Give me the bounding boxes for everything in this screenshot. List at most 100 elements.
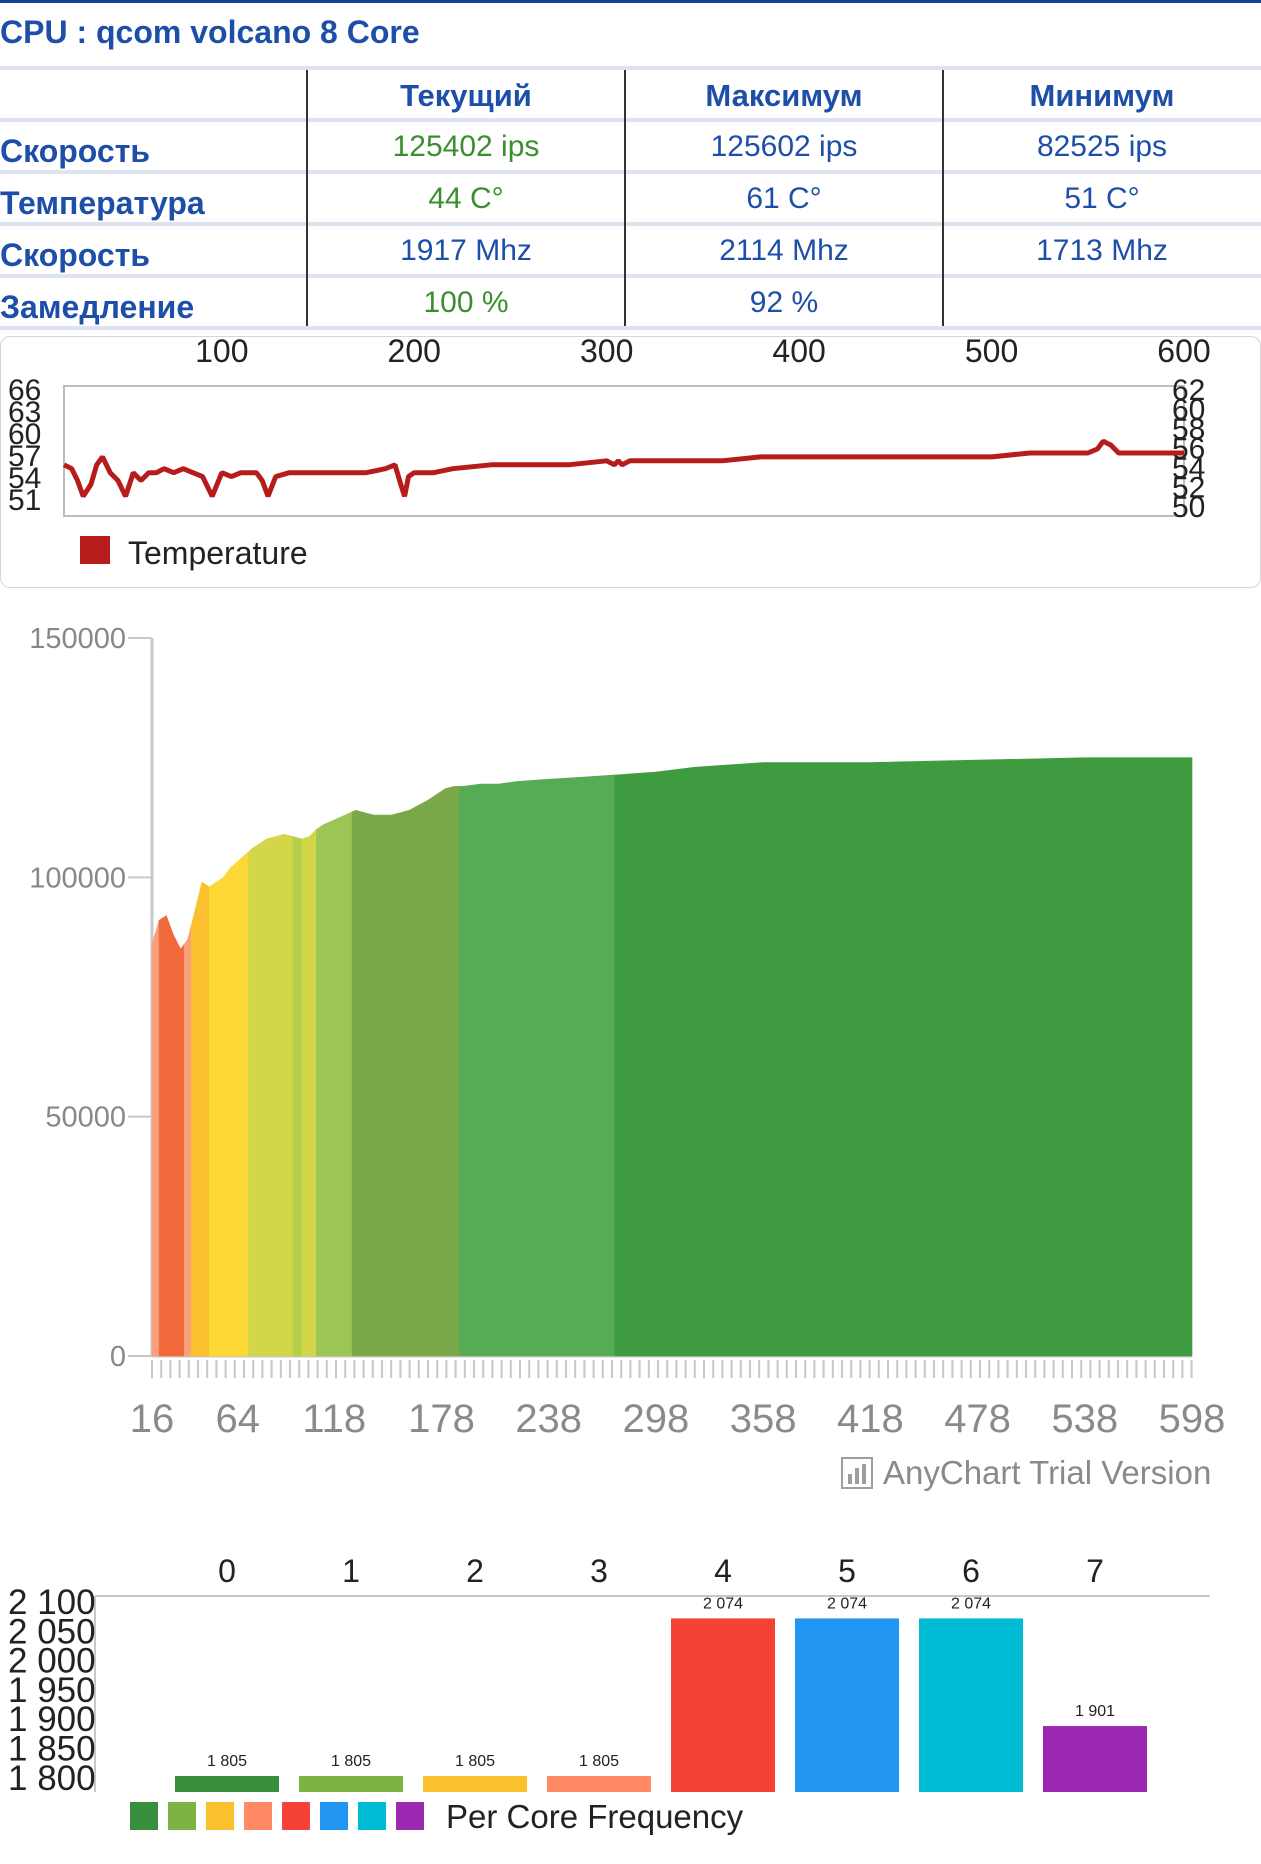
performance-y-tick-label: 150000 — [29, 623, 126, 655]
core-legend-swatch — [244, 1802, 272, 1830]
core-legend-swatch — [206, 1802, 234, 1830]
core-category-label: 1 — [342, 1553, 360, 1589]
performance-x-tick-label: 16 — [130, 1397, 175, 1441]
temperature-x-tick-label: 300 — [580, 336, 633, 369]
anychart-watermark: AnyChart Trial Version — [841, 1454, 1211, 1491]
core-frequency-bar — [795, 1618, 899, 1792]
performance-area-segment — [614, 757, 1193, 1357]
throttling-current: 100 % — [423, 286, 509, 319]
core-frequency-bar — [1043, 1726, 1147, 1792]
core-value-label: 2 074 — [951, 1595, 991, 1612]
core-value-label: 1 805 — [331, 1753, 371, 1770]
column-divider — [942, 70, 944, 326]
core-value-label: 1 805 — [579, 1753, 619, 1770]
speed-min: 82525 ips — [1036, 130, 1168, 163]
performance-x-tick-label: 118 — [302, 1397, 366, 1441]
temperature-max: 61 C° — [746, 182, 822, 215]
performance-area-segment — [183, 925, 192, 1357]
temperature-right-axis-tick: 50 — [1172, 491, 1205, 524]
performance-area-segment — [316, 811, 353, 1357]
performance-x-tick-label: 298 — [623, 1397, 690, 1441]
column-header-current: Текущий — [400, 78, 532, 113]
frequency-current: 1917 Mhz — [400, 234, 532, 267]
temperature-right-axis-tick: 56 — [1172, 433, 1205, 466]
core-value-label: 2 074 — [703, 1595, 743, 1612]
table-divider — [0, 274, 1261, 278]
column-header-min: Минимум — [1029, 78, 1175, 113]
performance-y-tick-label: 50000 — [45, 1102, 126, 1134]
core-legend-label: Per Core Frequency — [446, 1798, 744, 1835]
core-y-tick-label: 2 000 — [8, 1642, 96, 1681]
core-legend-swatch — [282, 1802, 310, 1830]
performance-x-tick-label: 418 — [837, 1397, 904, 1441]
core-category-label: 6 — [962, 1553, 980, 1589]
temperature-x-tick-label: 500 — [965, 336, 1018, 369]
core-y-tick-label: 1 950 — [8, 1671, 96, 1710]
temperature-x-tick-label: 100 — [195, 336, 248, 369]
temperature-right-axis-tick: 58 — [1172, 413, 1205, 446]
performance-area-segment — [208, 851, 249, 1357]
performance-x-tick-label: 178 — [408, 1397, 475, 1441]
row-label-temperature: Температура — [0, 185, 205, 221]
core-category-label: 2 — [466, 1553, 484, 1589]
cpu-title: CPU : qcom volcano 8 Core — [0, 14, 420, 50]
performance-area-segment — [351, 786, 460, 1357]
watermark-text: AnyChart Trial Version — [883, 1454, 1211, 1491]
core-legend-swatch — [396, 1802, 424, 1830]
table-divider — [0, 326, 1261, 330]
core-legend-swatch — [130, 1802, 158, 1830]
core-frequency-bar — [299, 1776, 403, 1792]
core-frequency-bar — [547, 1776, 651, 1792]
speed-max: 125602 ips — [710, 130, 858, 163]
temperature-min: 51 C° — [1064, 182, 1140, 215]
throttling-max: 92 % — [749, 286, 819, 319]
performance-area-segment — [248, 833, 294, 1357]
table-divider — [0, 222, 1261, 226]
core-frequency-bar — [671, 1618, 775, 1792]
core-frequency-bar — [423, 1776, 527, 1792]
temperature-right-axis-tick: 52 — [1172, 472, 1205, 505]
speed-current: 125402 ips — [392, 130, 540, 163]
performance-x-tick-label: 598 — [1159, 1397, 1226, 1441]
temperature-series-line — [62, 438, 1184, 498]
temperature-left-axis-tick: 51 — [8, 484, 41, 517]
temperature-x-tick-label: 200 — [388, 336, 441, 369]
table-divider — [0, 170, 1261, 174]
top-border — [0, 0, 1261, 3]
core-category-label: 7 — [1086, 1553, 1104, 1589]
core-category-label: 5 — [838, 1553, 856, 1589]
temperature-x-tick-label: 400 — [772, 336, 825, 369]
temperature-x-tick-label: 600 — [1157, 336, 1210, 369]
temperature-legend-label: Temperature — [128, 535, 308, 571]
performance-x-tick-label: 238 — [515, 1397, 582, 1441]
core-value-label: 1 805 — [207, 1753, 247, 1770]
performance-area-segment — [459, 774, 616, 1357]
frequency-min: 1713 Mhz — [1036, 234, 1168, 267]
temperature-right-axis-tick: 62 — [1172, 374, 1205, 407]
performance-x-tick-label: 64 — [216, 1397, 261, 1441]
core-category-label: 3 — [590, 1553, 608, 1589]
temperature-left-axis-tick: 66 — [8, 374, 41, 407]
column-divider — [306, 70, 308, 326]
frequency-max: 2114 Mhz — [719, 234, 849, 267]
core-legend-swatch — [168, 1802, 196, 1830]
temperature-left-axis-tick: 54 — [8, 462, 41, 495]
temperature-left-axis-tick: 63 — [8, 396, 41, 429]
column-divider — [624, 70, 626, 326]
core-category-label: 4 — [714, 1553, 732, 1589]
core-value-label: 1 901 — [1075, 1703, 1115, 1720]
row-label-speed: Скорость — [0, 133, 151, 169]
performance-area-segment — [151, 920, 160, 1357]
performance-y-tick-label: 0 — [110, 1341, 126, 1373]
temperature-right-axis-tick: 60 — [1172, 394, 1205, 427]
performance-y-tick-label: 100000 — [29, 862, 126, 894]
row-label-frequency: Скорость — [0, 237, 151, 273]
performance-area-segment — [301, 828, 317, 1357]
performance-area-segment — [292, 836, 303, 1357]
core-category-label: 0 — [218, 1553, 236, 1589]
performance-x-tick-label: 358 — [730, 1397, 797, 1441]
core-y-tick-label: 1 850 — [8, 1730, 96, 1769]
row-label-throttling: Замедление — [0, 289, 195, 325]
